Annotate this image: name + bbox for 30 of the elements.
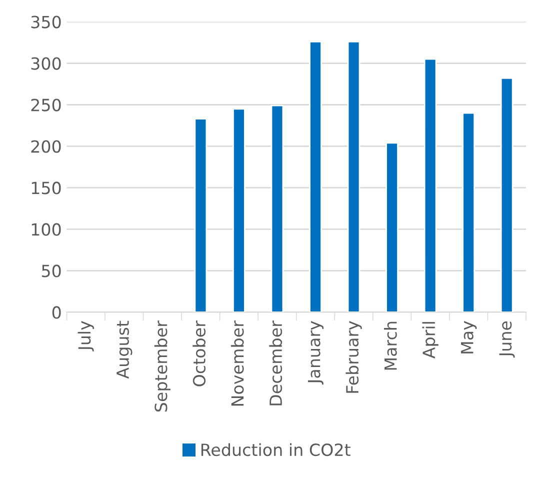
x-tick-label: August xyxy=(116,320,132,379)
bar xyxy=(500,78,514,312)
bar xyxy=(462,112,476,312)
x-tick-label: October xyxy=(192,320,206,386)
x-tick-label: September xyxy=(154,320,170,412)
x-tick-label: November xyxy=(230,320,244,406)
bar xyxy=(424,58,437,312)
x-tick-label: June xyxy=(499,321,515,358)
bar xyxy=(386,142,398,312)
y-tick-label: 350 xyxy=(31,16,61,28)
x-tick-label: January xyxy=(308,321,324,385)
x-tick-label: December xyxy=(269,320,282,406)
bar xyxy=(194,118,208,312)
bar xyxy=(270,104,284,312)
y-tick-label: 200 xyxy=(31,140,61,153)
legend-label: Reduction in CO2t xyxy=(201,443,350,456)
x-tick-label: July xyxy=(78,321,94,352)
x-tick-label: February xyxy=(346,321,362,393)
y-tick-label: 50 xyxy=(42,264,61,278)
x-tick-label: April xyxy=(422,322,438,358)
y-tick-label: 150 xyxy=(32,182,61,194)
y-tick-label: 100 xyxy=(32,223,61,236)
x-tick-label: May xyxy=(461,321,477,354)
y-tick-label: 250 xyxy=(31,98,61,112)
y-tick-label: 300 xyxy=(31,57,61,70)
x-tick-label: March xyxy=(384,322,397,370)
y-tick-label: 0 xyxy=(52,306,61,319)
bar xyxy=(309,41,322,312)
bar xyxy=(347,41,360,312)
bar xyxy=(232,108,246,312)
